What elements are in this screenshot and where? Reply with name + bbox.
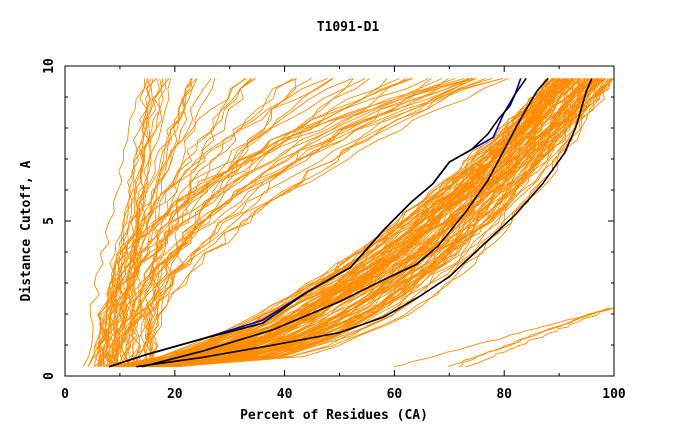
background-curve	[119, 77, 492, 367]
background-curve	[117, 78, 160, 367]
background-curve	[142, 78, 254, 367]
background-curve	[130, 77, 411, 367]
background-curve	[102, 77, 465, 368]
background-curve	[118, 77, 414, 367]
background-curve	[121, 78, 586, 368]
background-curve	[111, 77, 366, 367]
x-tick-label: 60	[387, 387, 403, 402]
background-curve	[117, 78, 570, 368]
background-curve	[158, 78, 570, 368]
background-curve	[123, 78, 615, 368]
background-curve	[135, 78, 407, 367]
background-curve	[148, 78, 612, 368]
background-curve	[120, 78, 556, 368]
background-curve	[94, 77, 328, 368]
x-axis-label: Percent of Residues (CA)	[240, 408, 428, 423]
background-curve	[93, 78, 432, 368]
background-curve	[108, 78, 247, 367]
background-curve	[137, 78, 470, 367]
background-curves	[82, 77, 615, 368]
background-curve	[176, 78, 589, 368]
background-curve	[87, 78, 212, 367]
background-curve	[107, 78, 334, 367]
background-curve	[136, 78, 549, 368]
background-curve	[173, 78, 564, 368]
background-curve	[172, 78, 614, 368]
y-tick-label: 0	[42, 372, 57, 380]
background-curve	[448, 307, 611, 368]
y-tick-label: 10	[42, 58, 57, 74]
background-curve	[152, 78, 614, 368]
chart-title: T1091-D1	[317, 20, 380, 35]
background-curve	[142, 78, 257, 368]
series-line-3	[141, 77, 549, 368]
background-curve	[151, 78, 549, 368]
background-curve	[161, 78, 575, 368]
background-curve	[124, 78, 589, 368]
x-tick-label: 20	[167, 387, 183, 402]
background-curve	[151, 78, 601, 368]
y-tick-label: 5	[42, 217, 57, 225]
x-tick-label: 40	[277, 387, 293, 402]
background-curve	[113, 78, 354, 367]
background-curve	[107, 78, 162, 367]
x-tick-label: 100	[602, 387, 626, 402]
background-curve	[121, 77, 504, 368]
background-curve	[136, 77, 473, 367]
background-curve	[115, 78, 569, 368]
background-curve	[112, 77, 509, 367]
background-curve	[109, 78, 561, 368]
background-curve	[118, 78, 563, 368]
x-axis-ticks: 0 20 40 60 80 100	[61, 66, 626, 402]
background-curve	[125, 78, 333, 367]
background-curve	[96, 77, 473, 367]
background-curve	[121, 78, 560, 368]
y-axis-label: Distance Cutoff, A	[19, 160, 34, 301]
background-curve	[138, 77, 503, 367]
background-curve	[97, 78, 152, 367]
background-curve	[144, 78, 576, 368]
series-line-4	[136, 78, 593, 368]
x-tick-label: 80	[496, 387, 512, 402]
background-curve	[153, 78, 560, 368]
background-curve	[158, 78, 592, 368]
highlighted-series	[108, 77, 593, 368]
series-line-2	[108, 77, 527, 368]
y-axis-ticks: 0 5 10	[42, 58, 614, 380]
background-curve	[96, 78, 216, 367]
background-curve	[124, 78, 603, 368]
background-curve	[393, 307, 615, 368]
background-curve	[105, 78, 449, 367]
background-curve	[132, 77, 475, 367]
background-curve	[106, 78, 252, 367]
background-curve	[97, 78, 388, 367]
x-tick-label: 0	[61, 387, 69, 402]
background-curve	[149, 78, 611, 368]
background-curve	[141, 77, 477, 368]
background-curve	[136, 78, 598, 368]
background-curve	[174, 78, 606, 368]
background-curve	[82, 78, 149, 367]
background-curve	[125, 77, 298, 367]
background-curve	[144, 78, 586, 368]
background-curve	[465, 307, 615, 368]
